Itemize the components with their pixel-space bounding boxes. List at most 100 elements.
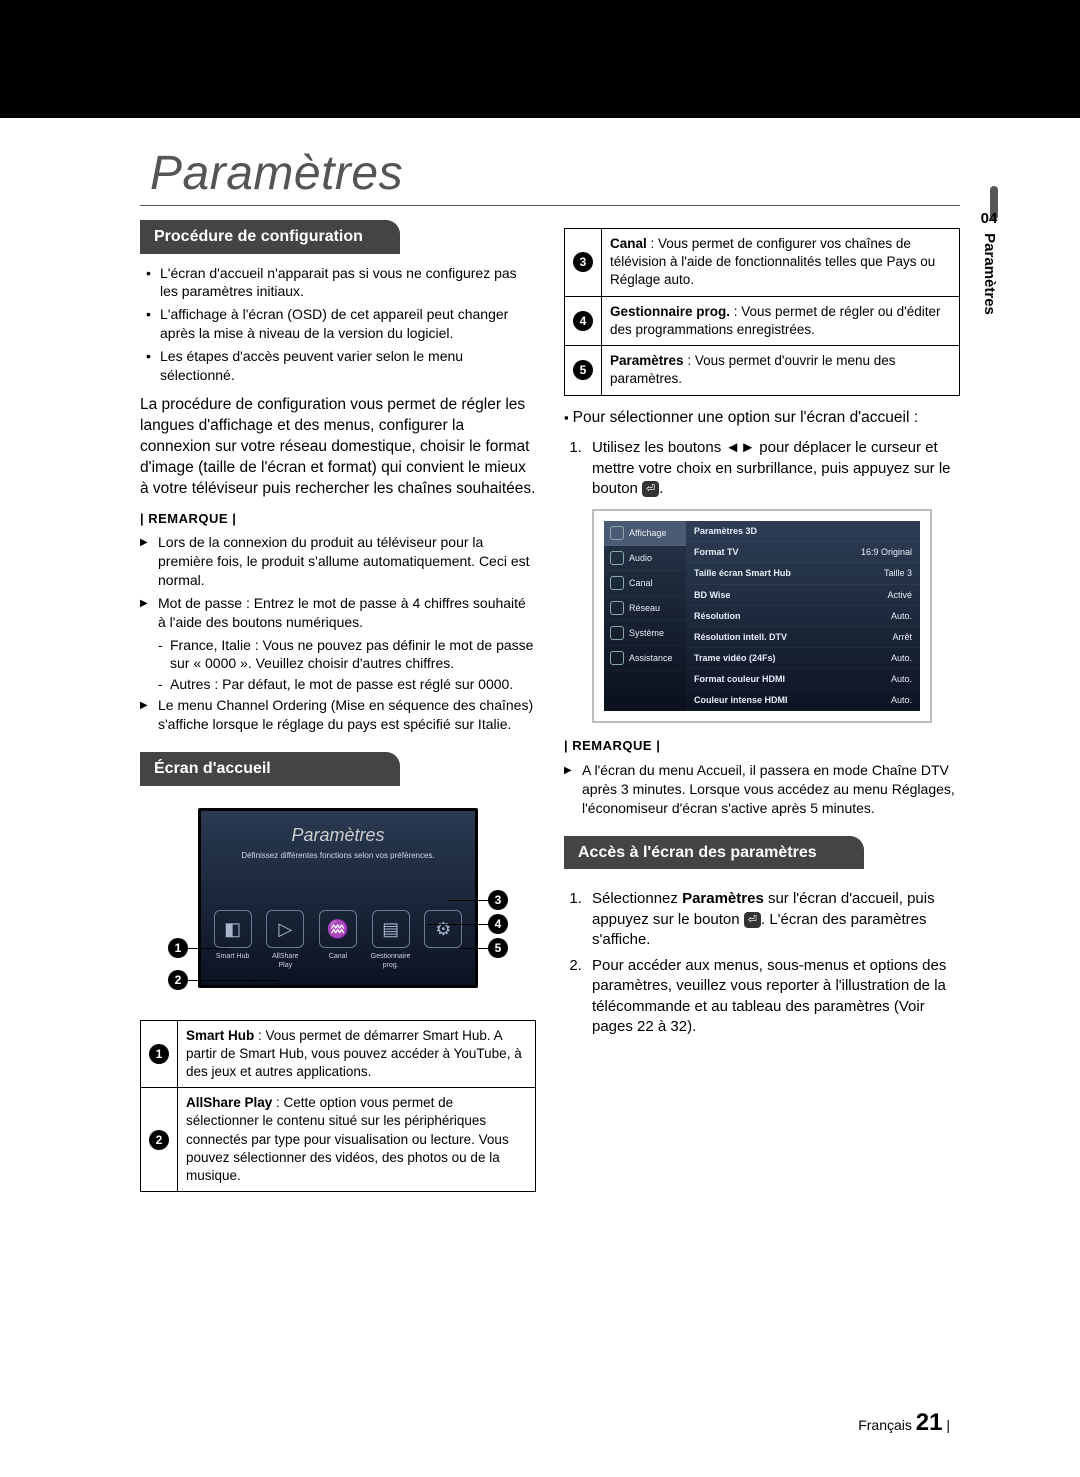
- columns: Procédure de configuration L'écran d'acc…: [140, 220, 960, 1192]
- settings-row-val: Auto.: [891, 694, 912, 706]
- section-heading-access: Accès à l'écran des paramètres: [564, 836, 864, 870]
- settings-inner: Affichage Audio Canal Réseau Système Assistan…: [604, 521, 920, 711]
- settings-side-item: Canal: [604, 571, 686, 596]
- callout-2: 2: [168, 970, 188, 990]
- table-num-cell: 1: [141, 1020, 178, 1088]
- home-description-table-cont: 3Canal : Vous permet de configurer vos c…: [564, 228, 960, 396]
- table-text-cell: AllShare Play : Cette option vous permet…: [178, 1088, 536, 1192]
- callout-line: [188, 980, 278, 981]
- home-icon-glyph: ◧: [214, 910, 252, 948]
- enter-button-icon: ⏎: [744, 912, 761, 928]
- remarque-label: | REMARQUE |: [140, 510, 536, 528]
- settings-row: Format couleur HDMIAuto.: [686, 669, 920, 690]
- home-icon-label: Canal: [317, 952, 359, 961]
- home-icon: ◧ Smart Hub: [212, 910, 254, 971]
- access-step: Pour accéder aux menus, sous-menus et op…: [586, 956, 960, 1037]
- home-icon-row: ◧ Smart Hub ▷AllShare Play ♒Canal ▤ Gestionna…: [201, 910, 475, 971]
- mini-icon: [610, 551, 624, 565]
- callout-line: [188, 948, 228, 949]
- bullet-item: L'affichage à l'écran (OSD) de cet appar…: [146, 305, 536, 343]
- callout-line: [458, 948, 488, 949]
- note-sublist: France, Italie : Vous ne pouvez pas défi…: [140, 636, 536, 695]
- right-note: A l'écran du menu Accueil, il passera en…: [564, 761, 960, 818]
- table-row: 5Paramètres : Vous permet d'ouvrir le me…: [565, 346, 960, 395]
- settings-side-item: Affichage: [604, 521, 686, 546]
- home-icon-glyph: ▷: [266, 910, 304, 948]
- settings-side-label: Audio: [629, 552, 652, 564]
- settings-side-label: Réseau: [629, 602, 660, 614]
- settings-row-key: Résolution: [694, 610, 741, 622]
- callout-line: [448, 900, 488, 901]
- settings-sidebar: Affichage Audio Canal Réseau Système Assistan…: [604, 521, 686, 711]
- table-text-cell: Gestionnaire prog. : Vous permet de régl…: [602, 296, 960, 345]
- settings-row-val: Arrêt: [892, 631, 912, 643]
- table-row: 3Canal : Vous permet de configurer vos c…: [565, 229, 960, 297]
- enter-button-icon: ⏎: [642, 481, 659, 497]
- settings-row-key: Format TV: [694, 546, 739, 558]
- step1-part-b: .: [659, 480, 663, 497]
- table-text-cell: Canal : Vous permet de configurer vos ch…: [602, 229, 960, 297]
- settings-row-key: Résolution intell. DTV: [694, 631, 787, 643]
- settings-row: Format TV 16:9 Original: [686, 542, 920, 563]
- table-num-cell: 5: [565, 346, 602, 395]
- top-black-bar: [0, 0, 1080, 118]
- right-column: 3Canal : Vous permet de configurer vos c…: [564, 220, 960, 1192]
- settings-side-label: Affichage: [629, 527, 666, 539]
- settings-row-val: Taille 3: [884, 567, 912, 579]
- note-subitem: Autres : Par défaut, le mot de passe est…: [158, 675, 536, 694]
- settings-side-label: Système: [629, 627, 664, 639]
- callout-1: 1: [168, 938, 188, 958]
- settings-row-key: Format couleur HDMI: [694, 673, 785, 685]
- number-badge: 2: [149, 1130, 169, 1150]
- settings-side-item: Réseau: [604, 596, 686, 621]
- select-step-1: Utilisez les boutons ◄► pour déplacer le…: [586, 438, 960, 499]
- settings-row-val: Activé: [887, 589, 912, 601]
- settings-row-key: Paramètres 3D: [694, 525, 757, 537]
- settings-row-key: BD Wise: [694, 589, 730, 601]
- left-column: Procédure de configuration L'écran d'acc…: [140, 220, 536, 1192]
- table-num-cell: 4: [565, 296, 602, 345]
- remarque-label: | REMARQUE |: [564, 737, 960, 755]
- settings-row-key: Taille écran Smart Hub: [694, 567, 791, 579]
- content-area: Paramètres Procédure de configuration L'…: [0, 118, 1080, 1477]
- settings-main: Paramètres 3D Format TV 16:9 Original Taill…: [686, 521, 920, 711]
- settings-screenshot: Affichage Audio Canal Réseau Système Assistan…: [592, 509, 932, 723]
- table-text-cell: Smart Hub : Vous permet de démarrer Smar…: [178, 1020, 536, 1088]
- settings-side-item: Audio: [604, 546, 686, 571]
- table-num-cell: 2: [141, 1088, 178, 1192]
- settings-row-val: 16:9 Original: [861, 546, 912, 558]
- note-item: Lors de la connexion du produit au télév…: [140, 533, 536, 590]
- table-num-cell: 3: [565, 229, 602, 297]
- settings-side-label: Canal: [629, 577, 653, 589]
- home-screen-diagram: Paramètres Définissez différentes foncti…: [168, 808, 508, 1008]
- home-icon: ▤ Gestionnaire prog.: [370, 910, 412, 971]
- settings-side-item: Assistance: [604, 646, 686, 671]
- home-icon-glyph: ⚙: [424, 910, 462, 948]
- config-paragraph: La procédure de configuration vous perme…: [140, 395, 536, 500]
- home-icon-label: Gestionnaire prog.: [370, 952, 412, 971]
- callout-line: [428, 924, 488, 925]
- callout-4: 4: [488, 914, 508, 934]
- settings-row-key: Trame vidéo (24Fs): [694, 652, 776, 664]
- home-icon: ♒Canal: [317, 910, 359, 971]
- table-row: 4Gestionnaire prog. : Vous permet de rég…: [565, 296, 960, 345]
- access-steps: Sélectionnez Paramètres sur l'écran d'ac…: [564, 889, 960, 1037]
- mini-icon: [610, 576, 624, 590]
- settings-row: Paramètres 3D: [686, 521, 920, 542]
- section-heading-config: Procédure de configuration: [140, 220, 400, 254]
- settings-row: RésolutionAuto.: [686, 606, 920, 627]
- settings-row-key: Couleur intense HDMI: [694, 694, 788, 706]
- home-icon: ▷AllShare Play: [264, 910, 306, 971]
- home-icon-glyph: ▤: [372, 910, 410, 948]
- page: 04 Paramètres Paramètres Procédure de co…: [0, 0, 1080, 1477]
- note-item: Le menu Channel Ordering (Mise en séquen…: [140, 696, 536, 734]
- footer-lang: Français: [858, 1417, 912, 1433]
- settings-row: Taille écran Smart Hub Taille 3: [686, 563, 920, 584]
- mini-icon: [610, 651, 624, 665]
- home-icon-label: Smart Hub: [212, 952, 254, 961]
- home-screen-subtitle: Définissez différentes fonctions selon v…: [201, 851, 475, 862]
- number-badge: 5: [573, 360, 593, 380]
- mini-icon: [610, 626, 624, 640]
- settings-side-label: Assistance: [629, 652, 673, 664]
- home-icon: ⚙: [422, 910, 464, 971]
